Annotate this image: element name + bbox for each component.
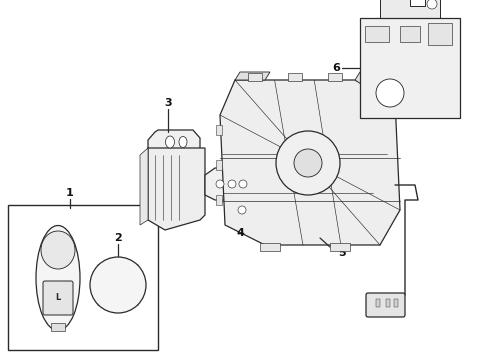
Text: L: L: [55, 293, 61, 302]
Circle shape: [239, 180, 247, 188]
Bar: [288, 73, 302, 81]
Circle shape: [238, 206, 246, 214]
Bar: [248, 73, 262, 81]
Circle shape: [216, 180, 224, 188]
Polygon shape: [46, 230, 70, 258]
Polygon shape: [148, 130, 200, 153]
Circle shape: [228, 180, 236, 188]
Circle shape: [376, 79, 404, 107]
FancyBboxPatch shape: [43, 281, 73, 315]
Bar: [328, 73, 342, 81]
Circle shape: [276, 131, 340, 195]
Ellipse shape: [179, 136, 187, 148]
Bar: [216, 160, 222, 170]
Text: 4: 4: [236, 228, 244, 238]
Bar: [360, 18, 460, 118]
Ellipse shape: [36, 225, 80, 330]
Bar: [51, 323, 65, 331]
Text: 6: 6: [332, 63, 340, 73]
Text: 5: 5: [338, 248, 346, 258]
Ellipse shape: [41, 231, 75, 269]
Bar: [216, 195, 222, 205]
Polygon shape: [140, 148, 148, 225]
Polygon shape: [220, 80, 400, 245]
Bar: [216, 125, 222, 135]
Text: 1: 1: [66, 188, 74, 198]
Polygon shape: [225, 200, 255, 218]
Bar: [376, 299, 380, 307]
Text: 2: 2: [114, 233, 122, 243]
FancyBboxPatch shape: [366, 293, 405, 317]
Text: 3: 3: [164, 98, 172, 108]
Bar: [428, 23, 452, 45]
Polygon shape: [355, 72, 405, 110]
Polygon shape: [148, 148, 205, 230]
Bar: [400, 26, 420, 42]
Polygon shape: [205, 168, 265, 200]
Polygon shape: [380, 0, 440, 18]
Bar: [8, 205, 158, 350]
Bar: [386, 299, 390, 307]
Circle shape: [294, 149, 322, 177]
Bar: [365, 26, 389, 42]
Bar: [394, 299, 398, 307]
Bar: [260, 243, 280, 251]
Bar: [330, 243, 350, 251]
Circle shape: [90, 257, 146, 313]
Circle shape: [427, 0, 437, 9]
Ellipse shape: [166, 136, 174, 148]
Polygon shape: [235, 72, 270, 80]
